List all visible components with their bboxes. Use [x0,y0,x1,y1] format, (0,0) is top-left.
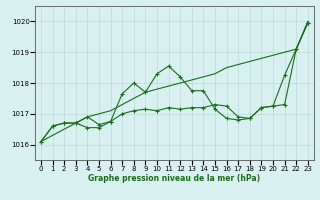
X-axis label: Graphe pression niveau de la mer (hPa): Graphe pression niveau de la mer (hPa) [88,174,260,183]
